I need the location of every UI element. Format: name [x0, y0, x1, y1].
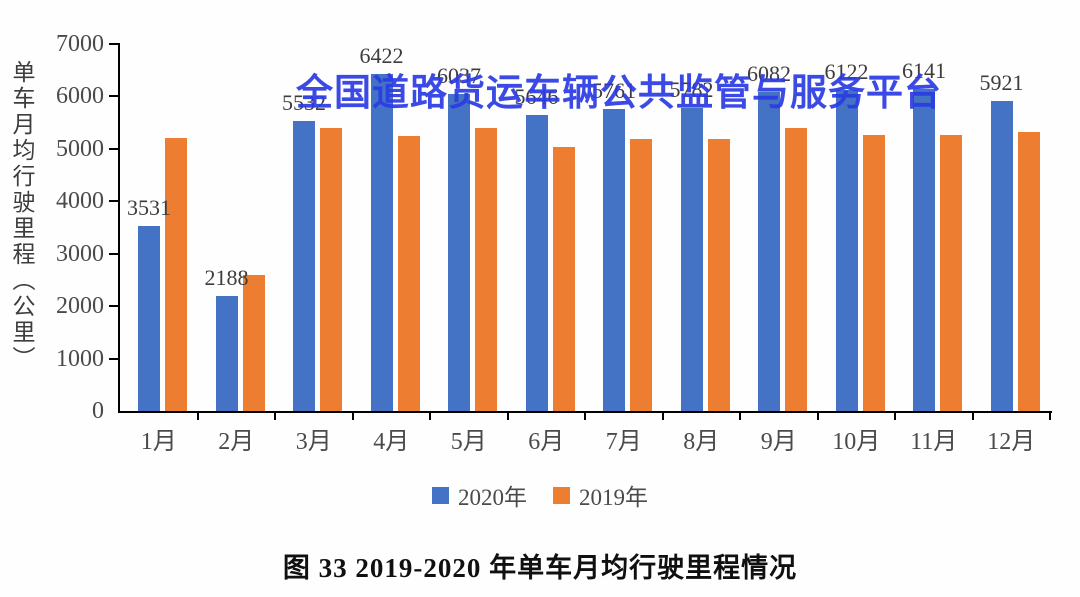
- watermark-text: 全国道路货运车辆公共监管与服务平台: [296, 72, 942, 113]
- bar-2020年-10月: [835, 90, 858, 411]
- legend-item-2019年: 2019年: [553, 478, 648, 512]
- bar-2019年-11月: [940, 134, 962, 411]
- bar-value-label: 2188: [204, 265, 249, 291]
- x-axis-tick: [274, 411, 276, 420]
- bar-2019年-7月: [630, 138, 652, 411]
- y-axis-tick-label: 1000: [56, 345, 104, 372]
- bar-value-label: 6422: [359, 43, 404, 69]
- x-axis-label: 6月: [528, 429, 565, 455]
- x-axis-tick: [506, 411, 509, 420]
- bar-2019年-1月: [165, 138, 187, 411]
- y-axis-tick-label: 2000: [56, 293, 104, 320]
- bar-2019年-5月: [475, 128, 497, 411]
- bar-value-label: 6122: [824, 59, 869, 85]
- y-axis-title: 单车月均行驶里程（公里）: [9, 60, 34, 372]
- bar-2020年-4月: [370, 74, 393, 411]
- bar-2020年-6月: [525, 114, 548, 411]
- y-axis-tick: [109, 95, 118, 98]
- bar-value-label: 6037: [437, 63, 481, 89]
- bar-value-label: 5921: [979, 69, 1024, 95]
- x-axis-label: 12月: [987, 429, 1036, 455]
- bar-value-label: 5532: [282, 89, 326, 115]
- bar-2020年-8月: [680, 107, 703, 411]
- bar-2019年-4月: [397, 136, 420, 411]
- y-axis-tick: [109, 147, 118, 150]
- y-axis-tick: [109, 252, 118, 255]
- legend-label: 2020年: [458, 485, 527, 510]
- bar-2020年-2月: [215, 296, 238, 411]
- x-axis-tick: [351, 411, 354, 420]
- legend-label: 2019年: [579, 485, 648, 510]
- y-axis-tick-label: 4000: [56, 188, 104, 215]
- bar-value-label: 5761: [592, 77, 636, 103]
- x-axis-tick: [584, 411, 586, 420]
- y-axis-tick: [109, 43, 118, 45]
- x-axis-tick: [1049, 411, 1051, 420]
- bar-2019年-2月: [242, 274, 265, 411]
- bar-2020年-7月: [603, 108, 625, 411]
- x-axis-label: 9月: [760, 429, 797, 455]
- bar-2020年-3月: [293, 120, 315, 411]
- x-axis-label: 3月: [295, 429, 332, 455]
- x-axis-tick: [196, 411, 199, 420]
- y-axis-tick: [109, 200, 118, 203]
- bar-value-label: 5646: [514, 83, 559, 109]
- x-axis-label: 11月: [910, 429, 958, 455]
- bar-2020年-11月: [913, 89, 935, 411]
- x-axis-tick: [971, 411, 974, 420]
- y-axis-tick: [109, 357, 118, 360]
- bar-2020年-12月: [990, 100, 1013, 411]
- y-axis-tick-label: 3000: [56, 240, 104, 267]
- y-axis-tick-label: 6000: [56, 83, 104, 110]
- legend-swatch-icon: [432, 486, 449, 504]
- x-axis-tick: [816, 411, 819, 420]
- bar-value-label: 3531: [127, 194, 171, 220]
- legend-swatch-icon: [553, 486, 570, 504]
- figure-caption: 图 33 2019-2020 年单车月均行驶里程情况: [282, 553, 798, 583]
- x-axis-label: 4月: [373, 429, 410, 455]
- bar-2019年-9月: [785, 127, 807, 411]
- y-axis-tick-label: 0: [92, 398, 104, 424]
- x-axis-label: 8月: [683, 429, 720, 455]
- bar-2020年-9月: [758, 92, 780, 411]
- bar-2020年-5月: [448, 94, 470, 411]
- y-axis-tick: [109, 305, 118, 308]
- y-axis-tick-label: 5000: [56, 135, 104, 162]
- bar-value-label: 6141: [902, 58, 946, 84]
- x-axis-tick: [739, 411, 741, 420]
- bar-2019年-3月: [320, 127, 342, 411]
- x-axis-label: 2月: [218, 429, 255, 455]
- x-axis-tick: [894, 411, 896, 420]
- bar-2019年-10月: [862, 135, 885, 411]
- bar-2019年-8月: [707, 139, 730, 411]
- x-axis-label: 10月: [832, 429, 881, 455]
- bar-value-label: 5782: [669, 76, 714, 102]
- bar-value-label: 6082: [747, 61, 791, 87]
- y-axis-line: [118, 43, 120, 412]
- bar-2020年-1月: [138, 225, 160, 411]
- x-axis-label: 7月: [605, 429, 642, 455]
- y-axis-tick-label: 7000: [56, 31, 104, 57]
- legend-item-2020年: 2020年: [432, 478, 527, 512]
- x-axis-label: 5月: [450, 429, 487, 455]
- x-axis-label: 1月: [140, 429, 177, 455]
- bar-2019年-12月: [1017, 131, 1040, 411]
- x-axis-tick: [429, 411, 431, 420]
- bar-2019年-6月: [552, 146, 575, 411]
- x-axis-tick: [661, 411, 664, 420]
- legend: 2020年 2019年: [0, 478, 1080, 512]
